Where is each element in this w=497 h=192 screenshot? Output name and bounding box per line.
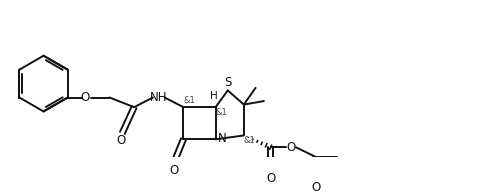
Text: O: O (117, 134, 126, 147)
Text: &1: &1 (183, 96, 195, 105)
Text: H: H (210, 91, 217, 101)
Text: N: N (218, 132, 227, 145)
Text: NH: NH (150, 91, 167, 104)
Text: S: S (225, 76, 232, 89)
Text: O: O (311, 181, 320, 192)
Text: O: O (169, 164, 179, 177)
Text: &1: &1 (244, 136, 255, 145)
Text: &1: &1 (215, 108, 227, 117)
Text: O: O (80, 91, 89, 104)
Text: O: O (286, 141, 296, 154)
Text: O: O (266, 172, 275, 185)
